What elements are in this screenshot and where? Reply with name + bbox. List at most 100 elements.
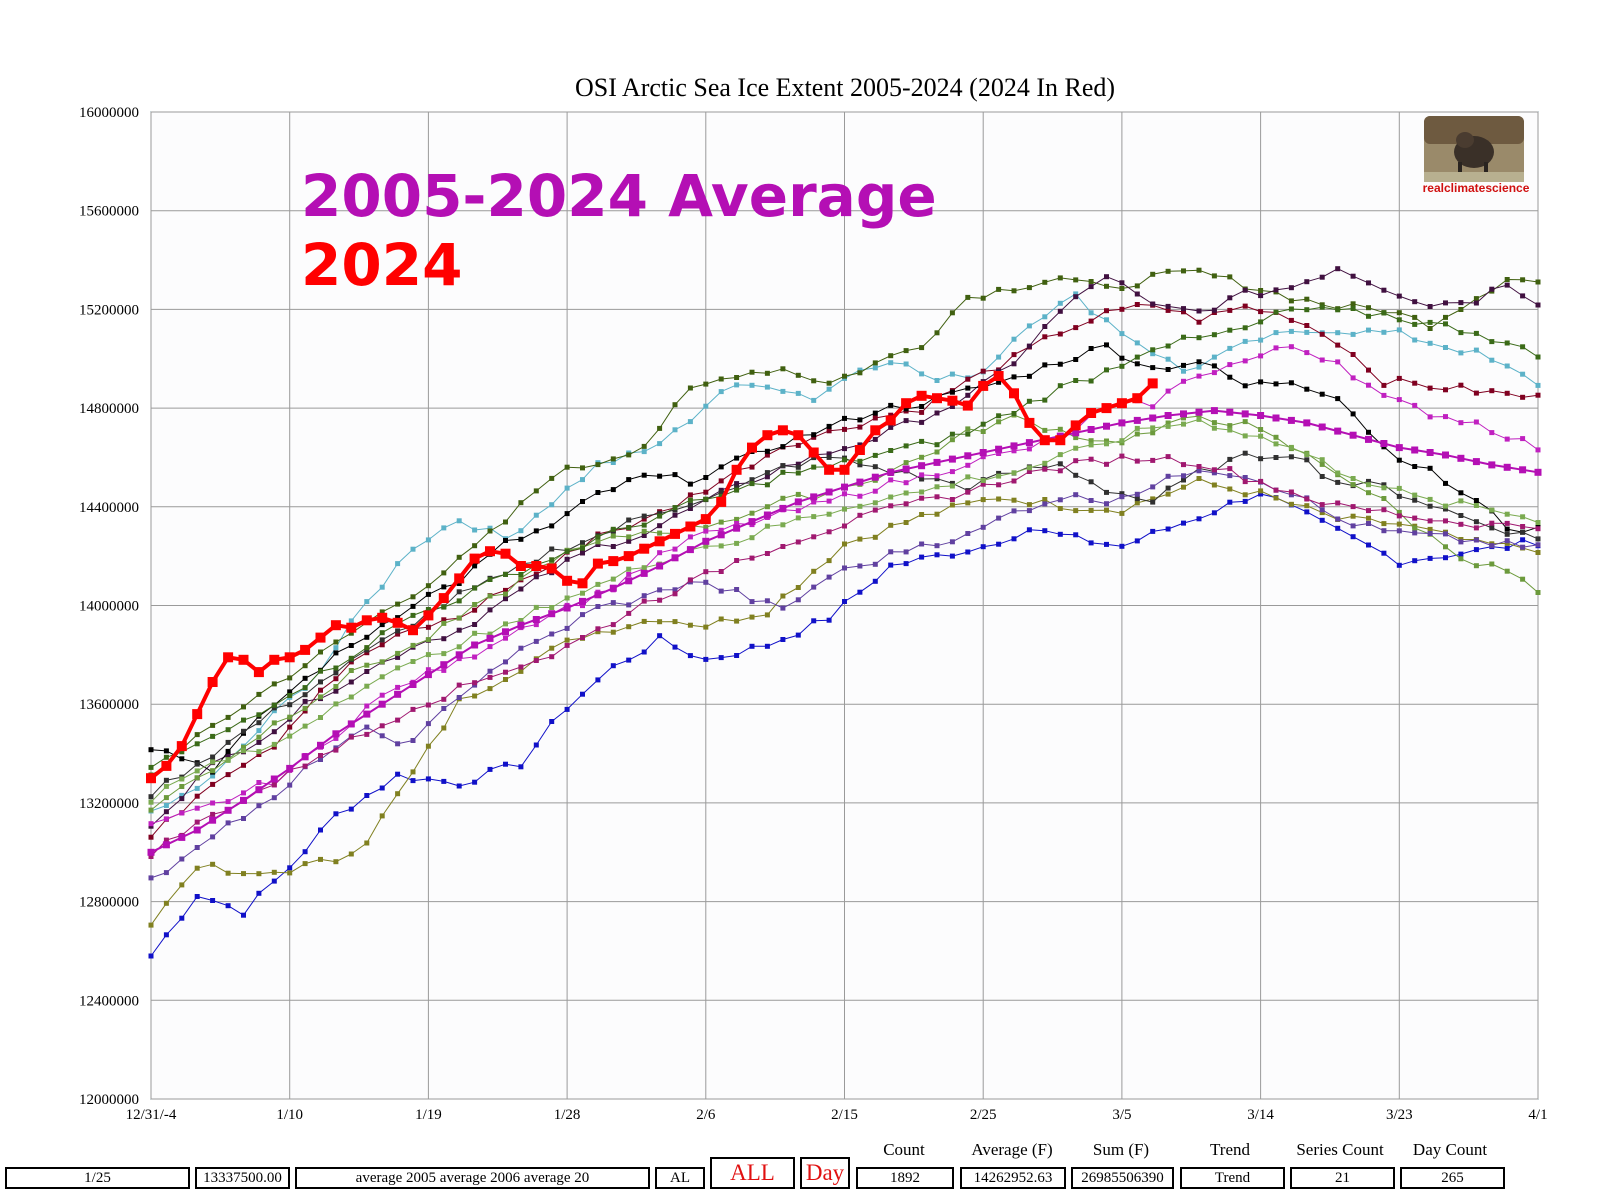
- data-point: [1057, 506, 1063, 511]
- data-point: [965, 474, 971, 480]
- data-point: [1119, 280, 1125, 286]
- data-point: [440, 661, 448, 669]
- data-point: [811, 464, 817, 470]
- data-point: [672, 512, 678, 518]
- data-point: [241, 790, 246, 796]
- data-point: [347, 720, 355, 728]
- data-point: [749, 555, 755, 561]
- data-point: [595, 677, 601, 683]
- data-point: [1134, 291, 1140, 297]
- data-point: [610, 622, 616, 628]
- data-point: [595, 604, 601, 609]
- data-point: [270, 775, 278, 783]
- data-point: [888, 549, 894, 555]
- data-point: [703, 624, 709, 630]
- data-point: [996, 451, 1002, 456]
- data-point: [564, 625, 570, 631]
- data-point: [210, 781, 216, 787]
- data-point: [1011, 448, 1017, 454]
- series-select-field[interactable]: average 2005 average 2006 average 20: [295, 1167, 650, 1189]
- data-point: [348, 655, 354, 661]
- date-field[interactable]: 1/25: [5, 1167, 190, 1189]
- data-point: [1150, 347, 1156, 353]
- y-tick-label: 13600000: [79, 697, 139, 713]
- data-point: [1104, 342, 1109, 348]
- region-field[interactable]: AL: [655, 1167, 705, 1189]
- data-point: [1150, 351, 1156, 357]
- data-point: [857, 512, 863, 518]
- data-point: [1458, 420, 1464, 426]
- data-point: [996, 379, 1002, 385]
- data-point: [903, 443, 909, 449]
- all-button[interactable]: ALL: [710, 1157, 795, 1189]
- data-point: [641, 516, 647, 522]
- data-point: [903, 348, 909, 354]
- data-point: [670, 528, 680, 539]
- data-point: [487, 674, 493, 680]
- data-point: [503, 519, 508, 525]
- data-point: [1426, 449, 1434, 456]
- data-point: [1304, 350, 1310, 356]
- data-point: [348, 851, 354, 857]
- data-point: [779, 504, 787, 512]
- data-point: [641, 528, 647, 534]
- data-point: [163, 809, 169, 815]
- data-point: [580, 635, 585, 640]
- data-point: [1504, 540, 1510, 546]
- data-point: [780, 366, 786, 372]
- data-point: [1104, 438, 1109, 444]
- data-point: [533, 638, 539, 644]
- data-point: [533, 574, 539, 580]
- data-point: [456, 518, 462, 524]
- data-point: [518, 575, 524, 581]
- data-point: [361, 615, 372, 626]
- data-point: [1366, 305, 1371, 311]
- data-point: [518, 764, 524, 770]
- data-point: [1319, 474, 1325, 479]
- data-point: [179, 810, 185, 816]
- data-point: [1026, 508, 1032, 514]
- value-field[interactable]: 13337500.00: [195, 1167, 290, 1189]
- data-point: [580, 691, 585, 697]
- data-point: [1011, 536, 1017, 542]
- data-point: [1535, 536, 1541, 542]
- data-point: [1134, 491, 1140, 497]
- data-point: [503, 571, 508, 577]
- data-point: [1011, 470, 1017, 476]
- data-point: [916, 390, 927, 401]
- series-count-value: 21: [1290, 1167, 1395, 1189]
- data-point: [241, 744, 246, 750]
- data-point: [888, 402, 894, 408]
- data-point: [503, 587, 508, 593]
- data-point: [641, 443, 647, 449]
- data-point: [518, 528, 524, 534]
- data-point: [1427, 304, 1433, 309]
- data-point: [1443, 555, 1448, 561]
- day-button[interactable]: Day: [800, 1157, 850, 1189]
- data-point: [980, 368, 986, 374]
- data-point: [1024, 417, 1035, 428]
- data-point: [456, 615, 462, 621]
- data-point: [810, 493, 818, 501]
- data-point: [225, 739, 231, 745]
- data-point: [749, 369, 755, 375]
- average-header: Average (F): [971, 1140, 1053, 1159]
- data-point: [826, 617, 832, 623]
- trend-button[interactable]: Trend: [1180, 1167, 1285, 1189]
- data-point: [1273, 345, 1279, 351]
- data-point: [1318, 423, 1326, 431]
- data-point: [178, 833, 186, 841]
- data-point: [1288, 317, 1294, 323]
- data-point: [425, 637, 431, 643]
- data-point: [241, 912, 246, 918]
- data-point: [333, 747, 339, 753]
- data-point: [194, 732, 200, 738]
- data-point: [1319, 331, 1325, 337]
- data-point: [1458, 521, 1464, 527]
- data-point: [1335, 470, 1341, 476]
- data-point: [734, 558, 740, 563]
- data-point: [580, 477, 585, 483]
- data-point: [703, 475, 709, 480]
- data-point: [919, 554, 925, 560]
- data-point: [1242, 383, 1248, 389]
